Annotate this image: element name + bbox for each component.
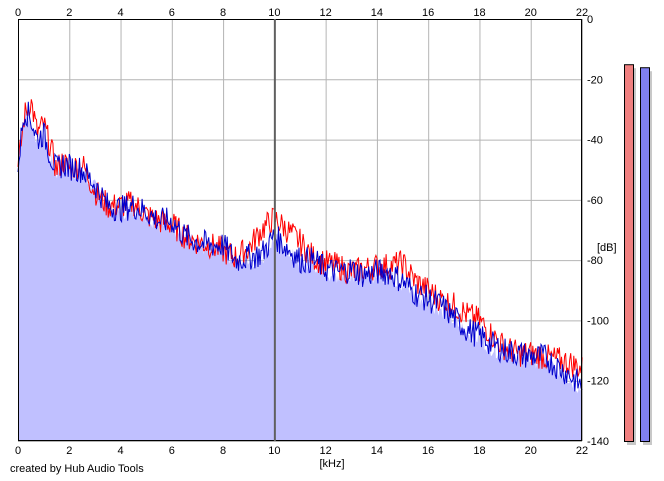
x-tick-label-bottom: 6 bbox=[169, 445, 175, 457]
y-tick-label: 0 bbox=[587, 14, 593, 26]
x-tick-label-top: 14 bbox=[371, 7, 383, 19]
x-tick-label-top: 10 bbox=[268, 7, 280, 19]
credit-text: created by Hub Audio Tools bbox=[10, 463, 144, 475]
x-tick-label-bottom: 16 bbox=[422, 445, 434, 457]
x-tick-label-bottom: 2 bbox=[66, 445, 72, 457]
y-tick-label: -140 bbox=[587, 436, 609, 448]
x-tick-label-bottom: 8 bbox=[220, 445, 226, 457]
x-axis-label: [kHz] bbox=[319, 458, 344, 470]
x-tick-label-bottom: 4 bbox=[117, 445, 123, 457]
x-tick-label-bottom: 0 bbox=[15, 445, 21, 457]
spectrum-area bbox=[18, 106, 582, 441]
y-tick-label: -100 bbox=[587, 315, 609, 327]
x-tick-label-bottom: 14 bbox=[371, 445, 383, 457]
series-line-red bbox=[17, 99, 583, 378]
x-tick-label-top: 2 bbox=[66, 7, 72, 19]
x-tick-label-bottom: 18 bbox=[473, 445, 485, 457]
x-tick-label-top: 8 bbox=[220, 7, 226, 19]
y-axis-label: [dB] bbox=[597, 242, 617, 254]
x-tick-label-bottom: 22 bbox=[576, 445, 588, 457]
x-tick-label-bottom: 20 bbox=[525, 445, 537, 457]
x-tick-label-top: 12 bbox=[320, 7, 332, 19]
y-tick-label: -80 bbox=[587, 255, 603, 267]
x-tick-label-top: 18 bbox=[473, 7, 485, 19]
y-tick-label: -40 bbox=[587, 135, 603, 147]
x-tick-label-top: 6 bbox=[169, 7, 175, 19]
level-meter-red bbox=[624, 64, 634, 442]
x-tick-label-top: 0 bbox=[15, 7, 21, 19]
y-tick-label: -20 bbox=[587, 74, 603, 86]
series-line-blue bbox=[17, 101, 583, 392]
plot-frame bbox=[18, 19, 582, 441]
x-tick-label-top: 22 bbox=[576, 7, 588, 19]
tick-labels: 002244668810101212141416161818202022220-… bbox=[15, 7, 609, 457]
x-tick-label-bottom: 12 bbox=[320, 445, 332, 457]
x-tick-label-bottom: 10 bbox=[268, 445, 280, 457]
spectrum-fill bbox=[18, 106, 582, 441]
y-tick-label: -60 bbox=[587, 195, 603, 207]
x-tick-label-top: 16 bbox=[422, 7, 434, 19]
level-meters bbox=[624, 64, 652, 445]
x-tick-label-top: 4 bbox=[117, 7, 123, 19]
plot-border bbox=[18, 19, 582, 441]
series-lines bbox=[17, 99, 583, 392]
y-tick-label: -120 bbox=[587, 376, 609, 388]
x-tick-label-top: 20 bbox=[525, 7, 537, 19]
level-meter-blue bbox=[640, 67, 650, 442]
